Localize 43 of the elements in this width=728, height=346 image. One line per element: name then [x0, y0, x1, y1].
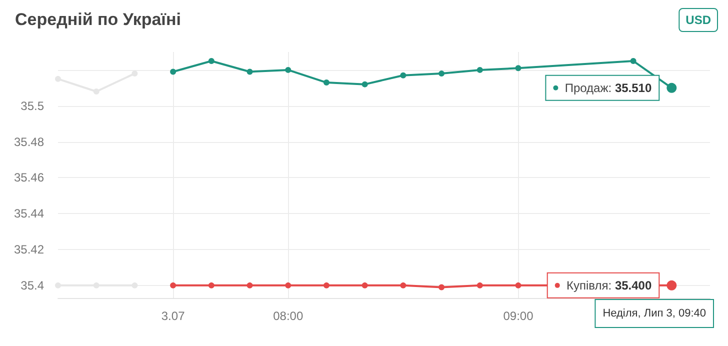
point	[476, 66, 483, 73]
point	[438, 284, 445, 290]
point	[323, 80, 330, 86]
point	[55, 282, 61, 288]
point	[132, 282, 138, 288]
point	[438, 70, 445, 77]
data-label: 35.510	[614, 80, 652, 95]
point	[400, 72, 406, 78]
legend-label: Продаж:	[564, 80, 615, 95]
point	[285, 66, 292, 73]
y-tick-label: 35.46	[14, 170, 44, 185]
y-tick-label: 35.4	[20, 278, 44, 292]
point	[362, 81, 368, 88]
point	[246, 68, 253, 75]
point	[93, 88, 100, 94]
text: Неділя, Лип 3, 09:40	[602, 308, 706, 320]
y-tick-label: 35.44	[14, 206, 44, 221]
x-tick-label: 3.07	[161, 309, 186, 323]
point	[323, 282, 330, 288]
point	[170, 68, 176, 75]
point	[93, 282, 100, 288]
y-tick-label: 35.48	[14, 134, 44, 149]
y-tick-label: 35.42	[14, 242, 44, 257]
point	[132, 70, 138, 77]
text: USD	[686, 13, 712, 27]
point	[55, 76, 61, 82]
data-label: 35.400	[614, 278, 652, 292]
x-tick-label: 09:00	[503, 309, 534, 323]
point	[476, 282, 483, 288]
point	[246, 282, 253, 288]
chart-title: Середній по Україні	[15, 10, 181, 29]
y-tick-label: 35.5	[20, 98, 44, 113]
point	[208, 282, 214, 288]
point	[208, 58, 214, 64]
point	[630, 58, 636, 64]
point	[362, 282, 368, 288]
legend-label: Купівля:	[566, 278, 615, 292]
point	[515, 282, 522, 288]
point	[400, 282, 406, 288]
x-tick-label: 08:00	[273, 309, 304, 323]
point	[285, 282, 292, 288]
point	[515, 65, 522, 72]
point	[170, 282, 176, 288]
